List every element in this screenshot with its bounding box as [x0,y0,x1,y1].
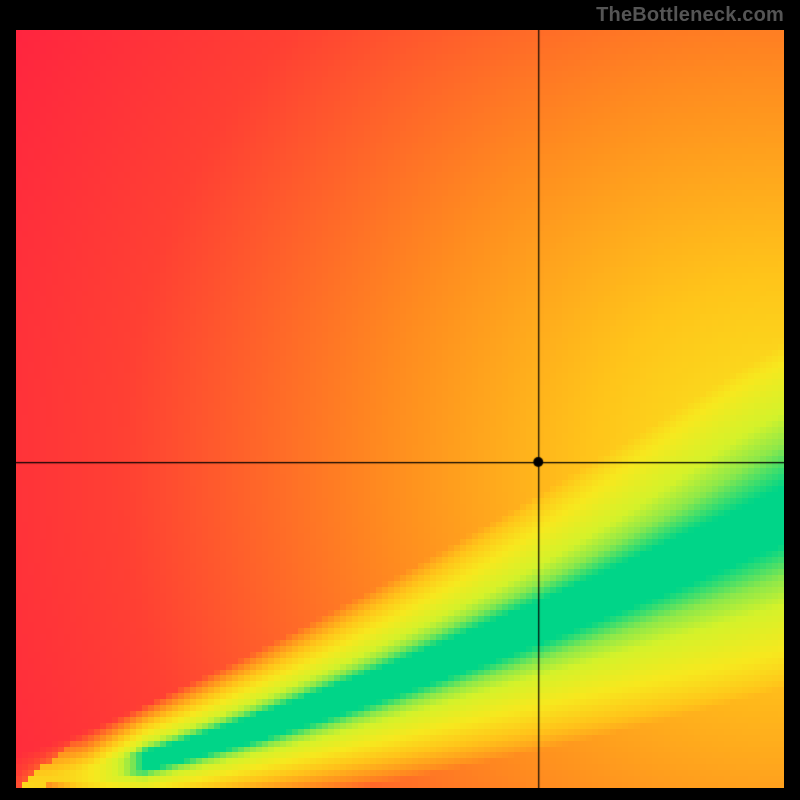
crosshair-overlay [16,30,784,788]
watermark-label: TheBottleneck.com [596,4,784,27]
